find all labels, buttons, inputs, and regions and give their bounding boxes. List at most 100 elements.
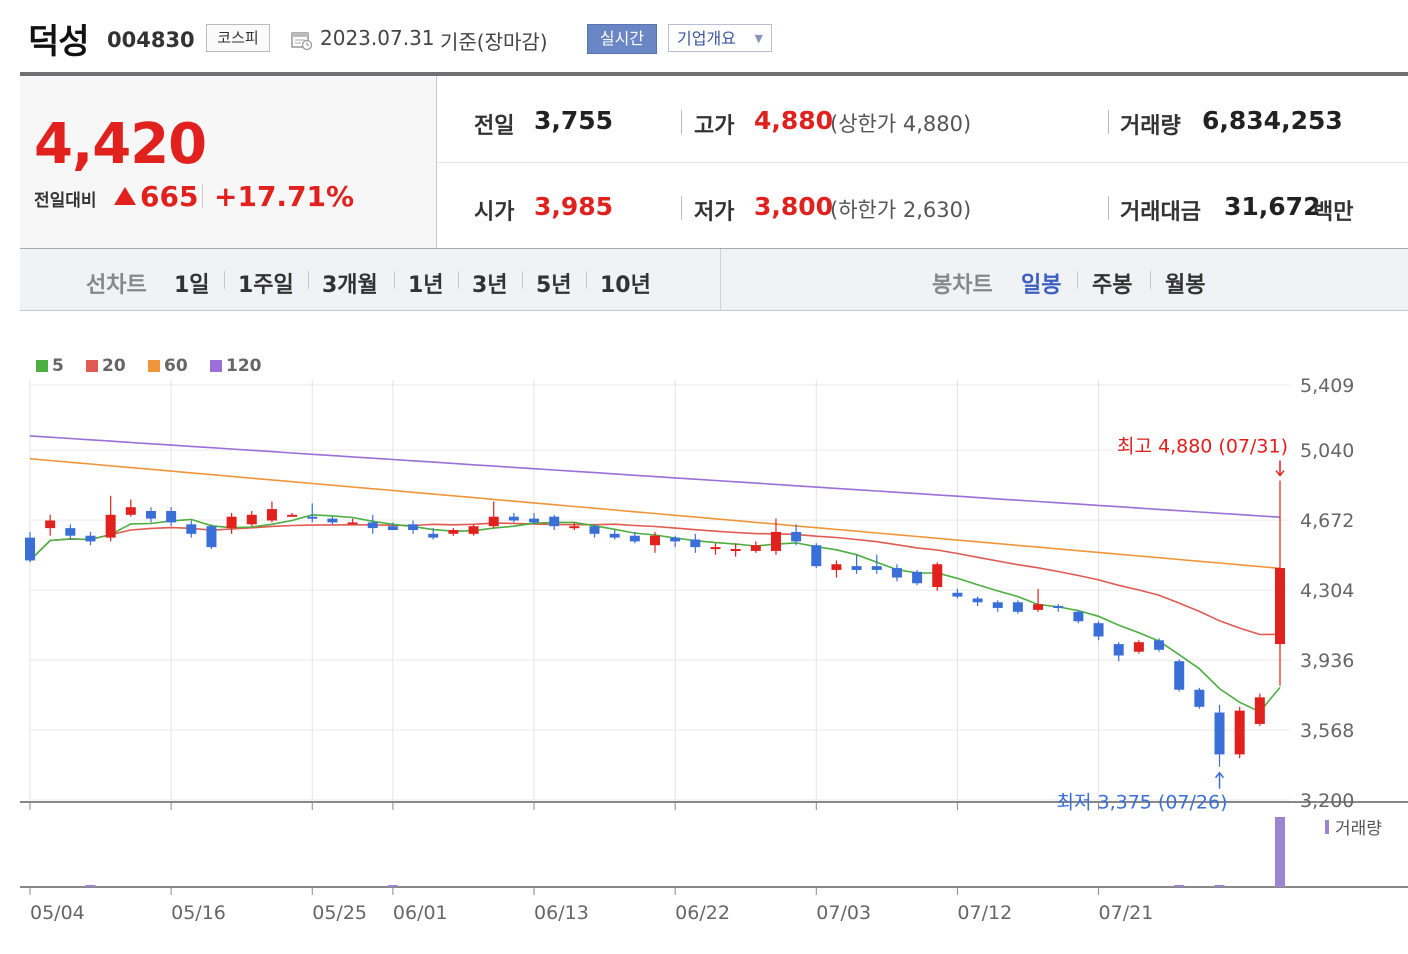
y-tick-label: 5,409: [1300, 375, 1354, 397]
candle-body: [226, 516, 237, 529]
candle-chart-label: 봉차트: [932, 273, 993, 298]
candle-body: [1154, 640, 1165, 650]
candle-body: [851, 566, 862, 570]
candle-body: [468, 526, 479, 534]
x-tick-label: 05/25: [312, 902, 367, 924]
x-tick-label: 06/22: [675, 902, 730, 924]
candle-body: [1174, 661, 1185, 690]
candle-body: [1133, 642, 1144, 652]
up-arrow-icon: [1214, 771, 1225, 779]
upper-limit: (상한가 4,880): [830, 112, 972, 136]
volume-bar: [85, 885, 96, 887]
candle-body: [912, 571, 923, 584]
stats-bottom-rule: [20, 248, 1408, 249]
legend-swatch: [148, 360, 160, 372]
candle-body: [1113, 644, 1124, 656]
max-annotation: 최고 4,880 (07/31): [1117, 436, 1288, 458]
line-chart-label: 선차트: [86, 273, 147, 298]
tab-candle-1[interactable]: 주봉: [1092, 273, 1133, 298]
tab-line-2[interactable]: 3개월: [322, 273, 378, 298]
stat-separator: [681, 196, 682, 220]
company-overview-label: 기업개요: [677, 29, 736, 48]
high-label: 고가: [694, 114, 735, 139]
tab-line-5[interactable]: 5년: [536, 273, 572, 298]
open-label: 시가: [474, 200, 515, 225]
stat-separator: [1108, 110, 1109, 134]
realtime-button[interactable]: 실시간: [587, 24, 657, 54]
candle-body: [589, 526, 600, 534]
trade-amount-unit: 백만: [1313, 200, 1354, 225]
x-tick-label: 07/03: [816, 902, 871, 924]
stock-name: 덕성: [28, 22, 90, 62]
candle-body: [629, 535, 640, 542]
tab-line-4[interactable]: 3년: [472, 273, 508, 298]
y-tick-label: 3,936: [1300, 650, 1354, 672]
candle-body: [246, 514, 257, 525]
candle-body: [992, 602, 1003, 608]
ma120-line: [29, 435, 1281, 518]
candle-body: [408, 524, 419, 531]
y-tick-label: 3,200: [1300, 790, 1354, 812]
chevron-down-icon: ▼: [754, 32, 763, 45]
candle-body: [1254, 697, 1265, 724]
candle-body: [670, 537, 681, 542]
tab-group-divider: [720, 249, 721, 310]
candle-body: [125, 507, 136, 515]
lower-limit: (하한가 2,630): [830, 198, 972, 222]
candle-body: [105, 514, 116, 538]
candle-body: [307, 516, 318, 519]
legend-swatch: [36, 360, 48, 372]
candle-body: [428, 533, 439, 538]
min-annotation: 최저 3,375 (07/26): [1057, 792, 1228, 814]
price-chart: 5,409 5,040 4,672 4,304 3,936 3,568 3,200 05/04…: [20, 356, 1408, 924]
tab-line-3[interactable]: 1년: [408, 273, 444, 298]
reference-date: 2023.07.31: [320, 26, 435, 50]
tab-separator: [586, 271, 587, 289]
candle-body: [347, 522, 358, 525]
legend-swatch: [86, 360, 98, 372]
candle-body: [85, 535, 96, 542]
candle-body: [488, 516, 499, 527]
y-tick-label: 4,304: [1300, 580, 1354, 602]
calendar-icon: [291, 30, 313, 51]
candle-body: [730, 549, 741, 552]
volume-bar: [1174, 885, 1185, 887]
volume-label: 거래량: [1120, 114, 1181, 139]
x-tick-label: 06/01: [393, 902, 448, 924]
y-tick-label: 5,040: [1300, 440, 1354, 462]
candle-body: [710, 547, 721, 550]
volume-value: 6,834,253: [1202, 106, 1343, 135]
trade-amount-value: 31,672: [1224, 192, 1321, 221]
price-panel: [20, 76, 437, 248]
candle-body: [690, 539, 701, 548]
candle-body: [1053, 606, 1064, 609]
tab-candle-2[interactable]: 월봉: [1165, 273, 1206, 298]
volume-bar: [387, 885, 398, 887]
current-price: 4,420: [34, 112, 207, 177]
x-tick-label: 07/12: [957, 902, 1012, 924]
stat-separator: [681, 110, 682, 134]
tab-separator: [1150, 271, 1151, 289]
tab-candle-0[interactable]: 일봉: [1021, 273, 1062, 298]
x-tick-label: 06/13: [534, 902, 589, 924]
legend-label: 20: [102, 356, 126, 376]
candle-body: [871, 566, 882, 570]
volume-legend-swatch: [1325, 820, 1329, 834]
y-tick-label: 3,568: [1300, 720, 1354, 742]
company-overview-dropdown[interactable]: 기업개요 ▼: [668, 24, 772, 52]
low-label: 저가: [694, 200, 735, 225]
candle-body: [206, 526, 217, 548]
tab-line-6[interactable]: 10년: [600, 273, 651, 298]
change-label: 전일대비: [34, 191, 97, 211]
x-tick-label: 05/04: [30, 902, 85, 924]
prev-close-value: 3,755: [534, 106, 614, 135]
tab-line-1[interactable]: 1주일: [238, 273, 294, 298]
candle-body: [972, 598, 983, 603]
stock-code: 004830: [107, 28, 195, 52]
tab-line-0[interactable]: 1일: [174, 273, 210, 298]
candle-body: [1012, 602, 1023, 612]
x-tick-label: 05/16: [171, 902, 226, 924]
ma60-line: [29, 457, 1281, 570]
candle-body: [831, 564, 842, 570]
candle-body: [650, 535, 660, 546]
